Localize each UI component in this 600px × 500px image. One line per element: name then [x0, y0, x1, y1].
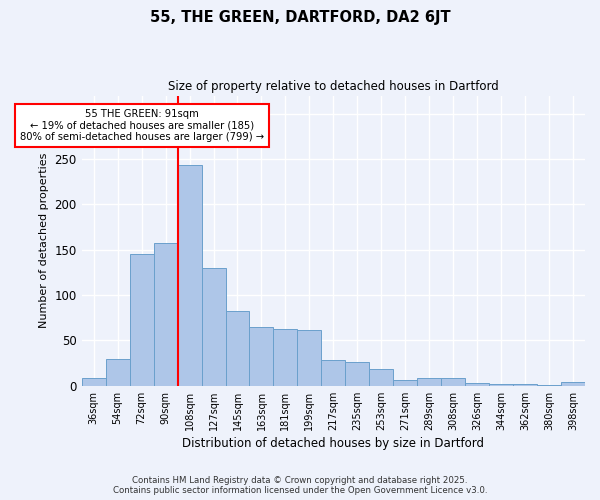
Bar: [130, 254, 154, 386]
Text: 55, THE GREEN, DARTFORD, DA2 6JT: 55, THE GREEN, DARTFORD, DA2 6JT: [149, 10, 451, 25]
Bar: [513, 384, 537, 386]
Bar: [298, 330, 322, 386]
Bar: [82, 378, 106, 386]
X-axis label: Distribution of detached houses by size in Dartford: Distribution of detached houses by size …: [182, 437, 484, 450]
Bar: [202, 268, 226, 386]
Bar: [178, 166, 202, 386]
Text: Contains HM Land Registry data © Crown copyright and database right 2025.
Contai: Contains HM Land Registry data © Crown c…: [113, 476, 487, 495]
Text: 55 THE GREEN: 91sqm
← 19% of detached houses are smaller (185)
80% of semi-detac: 55 THE GREEN: 91sqm ← 19% of detached ho…: [20, 109, 263, 142]
Bar: [106, 358, 130, 386]
Bar: [322, 360, 346, 386]
Bar: [250, 327, 274, 386]
Bar: [441, 378, 465, 386]
Bar: [393, 380, 417, 386]
Bar: [489, 384, 513, 386]
Bar: [370, 368, 393, 386]
Bar: [274, 328, 298, 386]
Bar: [154, 244, 178, 386]
Bar: [226, 310, 250, 386]
Bar: [537, 385, 561, 386]
Bar: [417, 378, 441, 386]
Bar: [346, 362, 370, 386]
Y-axis label: Number of detached properties: Number of detached properties: [39, 153, 49, 328]
Bar: [561, 382, 585, 386]
Bar: [465, 383, 489, 386]
Title: Size of property relative to detached houses in Dartford: Size of property relative to detached ho…: [168, 80, 499, 93]
